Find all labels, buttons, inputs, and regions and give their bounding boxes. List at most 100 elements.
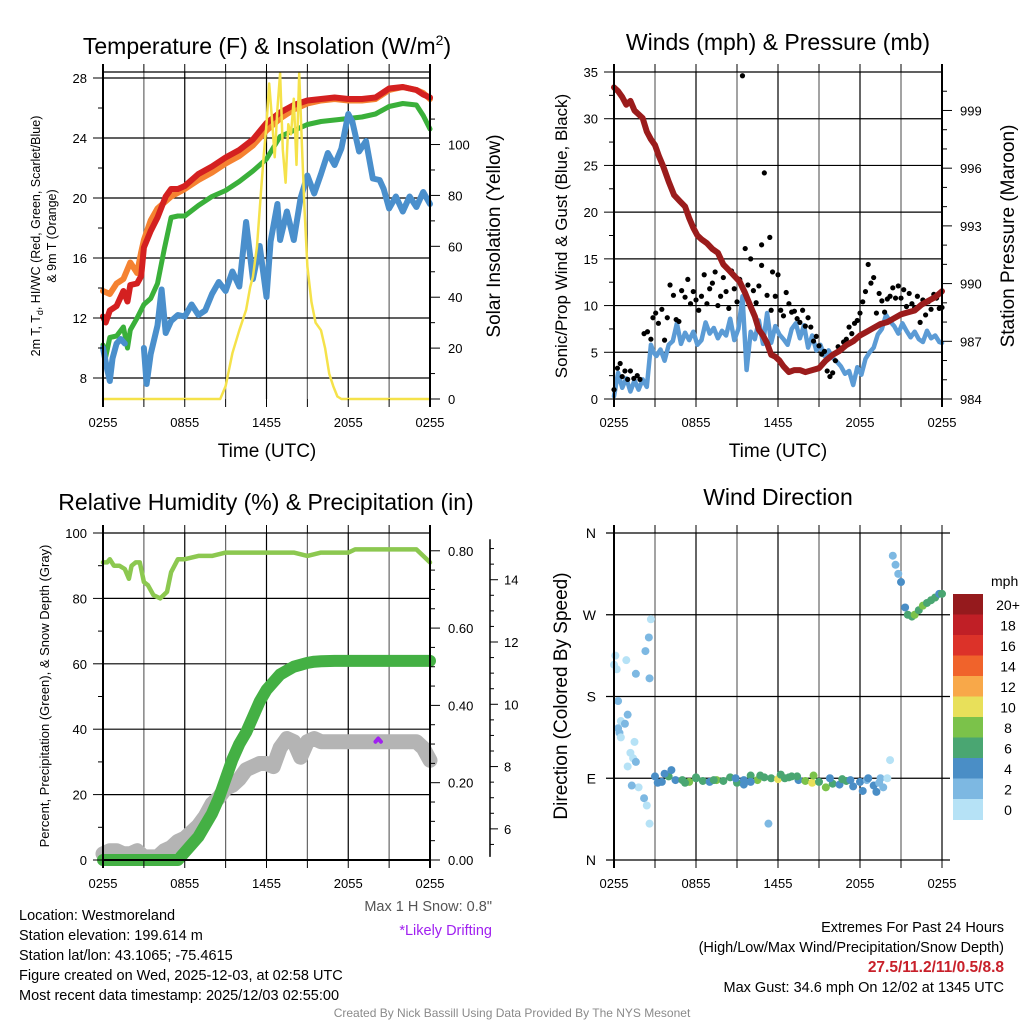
direction-point	[646, 615, 655, 624]
direction-point	[897, 578, 905, 587]
gust-point	[846, 324, 852, 330]
direction-point	[641, 647, 650, 656]
gust-point	[876, 290, 882, 297]
colorbar-swatch	[953, 717, 983, 738]
gust-point	[715, 302, 721, 309]
direction-point	[901, 603, 910, 612]
gust-point	[892, 295, 899, 301]
direction-point	[616, 733, 625, 742]
direction-point	[657, 777, 666, 786]
gust-point	[914, 293, 921, 299]
y-tick-label: 60	[73, 657, 87, 672]
gust-point	[901, 287, 907, 293]
direction-point	[630, 737, 639, 746]
colorbar-label: 18	[1000, 618, 1016, 634]
gust-point	[718, 293, 724, 299]
gust-point	[644, 329, 651, 335]
gust-point	[670, 292, 677, 298]
gust-point	[794, 316, 800, 322]
gust-point	[687, 301, 694, 307]
y2-tick-label: 996	[960, 161, 982, 176]
y2-tick-label: 60	[448, 239, 462, 254]
gust-point	[882, 309, 888, 315]
gust-point	[898, 295, 904, 301]
gust-point	[903, 303, 910, 310]
direction-point	[645, 819, 654, 828]
x-tick-label: 0855	[170, 415, 199, 430]
direction-point	[825, 774, 834, 783]
x-tick-label: 1455	[764, 876, 793, 891]
gust-point	[701, 272, 707, 278]
gust-point	[685, 276, 691, 283]
y2-tick-label: 20	[448, 341, 462, 356]
direction-point	[849, 782, 858, 791]
direction-point	[886, 756, 895, 765]
x-tick-label: 0255	[928, 876, 957, 891]
direction-point	[808, 778, 817, 787]
y2-tick-label: 990	[960, 277, 982, 292]
y-tick-label: 100	[65, 526, 87, 541]
gust-point	[827, 373, 833, 380]
direction-point	[645, 674, 654, 683]
gust-point	[650, 315, 656, 321]
y3-tick-label: 8	[504, 760, 511, 775]
x-tick-label: 1455	[252, 415, 281, 430]
elevation-text: Station elevation: 199.614 m	[19, 928, 203, 944]
x-tick-label: 0255	[416, 415, 445, 430]
x-tick-label: 2055	[846, 415, 875, 430]
recent-data-text: Most recent data timestamp: 2025/12/03 0…	[19, 988, 340, 1004]
latlon-text: Station lat/lon: 43.1065; -75.4615	[19, 948, 233, 964]
gust-point	[805, 315, 811, 321]
gust-point	[720, 274, 726, 281]
direction-point	[809, 771, 818, 780]
colorbar-swatch	[953, 758, 983, 779]
gust-point	[655, 320, 662, 326]
gust-point	[824, 368, 830, 374]
direction-point	[709, 776, 718, 785]
insolation-ylabel: Solar Insolation (Yellow)	[484, 134, 505, 337]
direction-tick-label: E	[587, 770, 596, 786]
winds-ylabel: Sonic/Prop Wind & Gust (Blue, Black)	[552, 94, 571, 378]
direction-point	[644, 633, 653, 642]
y-tick-label: 12	[73, 311, 87, 326]
direction-point	[631, 669, 640, 678]
direction-point	[642, 801, 651, 810]
direction-point	[698, 776, 707, 785]
extremes-info: Extremes For Past 24 Hours (High/Low/Max…	[699, 918, 1004, 998]
direction-point	[793, 772, 802, 781]
extremes-title: Extremes For Past 24 Hours	[821, 920, 1004, 936]
winds-axes: 0255 0855 1455 2055 025505101520253035984987…	[584, 64, 982, 430]
gust-point	[857, 310, 863, 316]
temperature-xlabel: Time (UTC)	[218, 441, 317, 462]
gust-point	[802, 323, 808, 329]
wind-direction-points	[610, 551, 946, 828]
y3-tick-label: 6	[504, 822, 511, 837]
x-tick-label: 2055	[334, 876, 363, 891]
gust-point	[676, 318, 682, 325]
gust-point	[693, 297, 699, 303]
gust-point	[895, 283, 901, 289]
humidity-ylabel: Percent, Precipitation (Green), & Snow D…	[37, 545, 52, 848]
pressure-ylabel: Station Pressure (Maroon)	[998, 125, 1019, 348]
direction-point	[875, 778, 884, 787]
gust-point	[816, 343, 822, 349]
direction-point	[756, 771, 765, 780]
gust-point	[750, 288, 757, 294]
y2-tick-label: 100	[448, 138, 470, 153]
y-tick-label: 24	[73, 131, 87, 146]
direction-tick-label: N	[586, 525, 596, 541]
gust-point	[764, 292, 770, 298]
gust-point	[726, 305, 732, 311]
gust-point	[906, 290, 912, 297]
gust-point	[753, 300, 759, 306]
direction-point	[681, 778, 690, 787]
gust-point	[756, 283, 762, 289]
y2-tick-label: 987	[960, 334, 982, 349]
x-tick-label: 2055	[846, 876, 875, 891]
direction-point	[815, 777, 823, 786]
wind-direction-axes: 0255 0855 1455 2055 0255 N E S W N	[583, 525, 957, 891]
direction-tick-label: W	[583, 607, 597, 623]
colorbar-swatch	[953, 799, 983, 820]
colorbar-label: 16	[1000, 638, 1016, 654]
